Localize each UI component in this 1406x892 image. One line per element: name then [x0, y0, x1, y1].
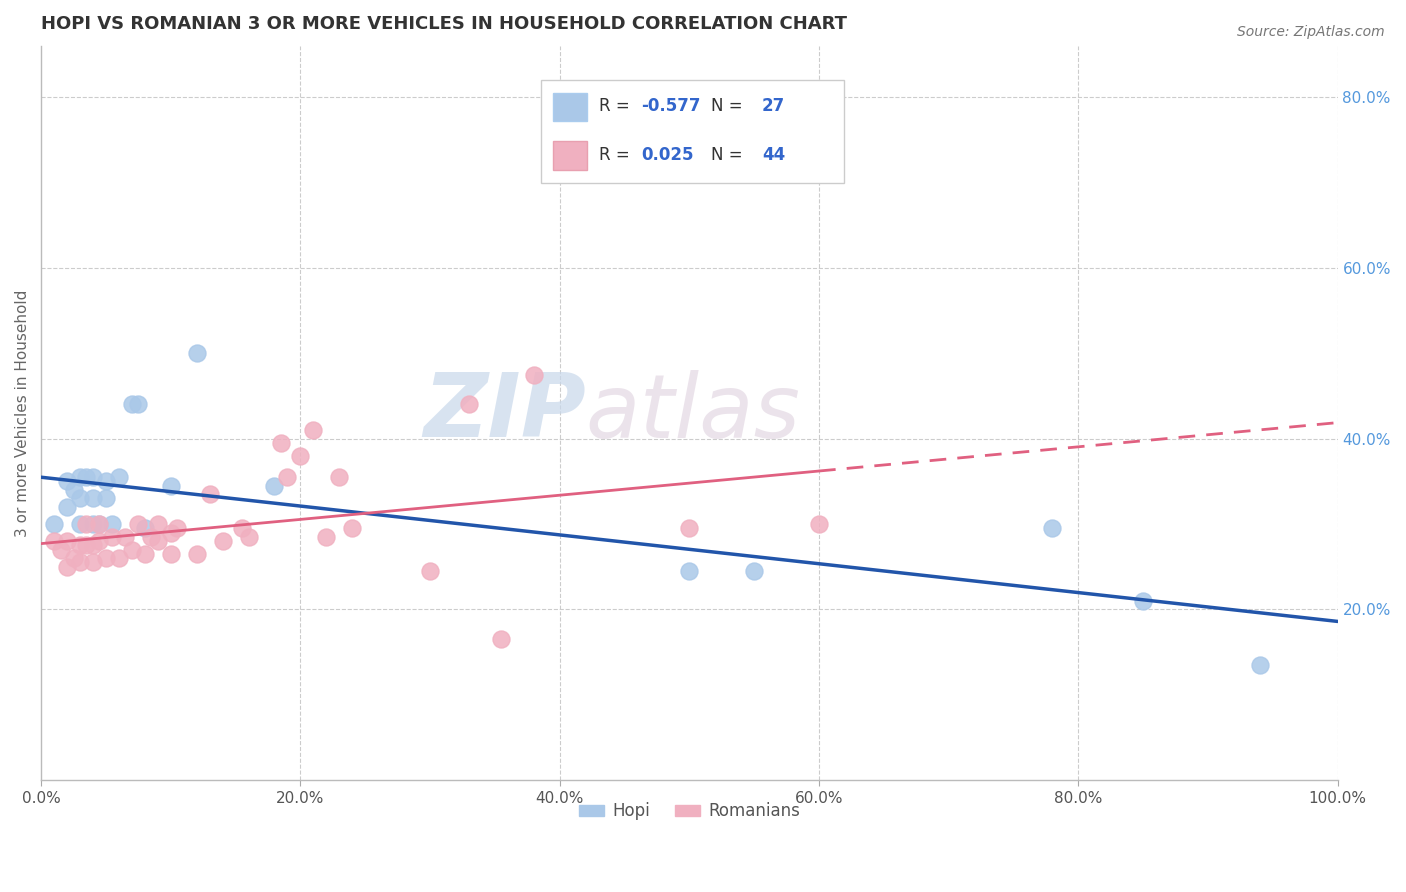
Point — [101, 530, 124, 544]
Point — [69, 556, 91, 570]
Bar — [554, 93, 586, 121]
Legend: Hopi, Romanians: Hopi, Romanians — [572, 796, 807, 827]
Text: 44: 44 — [762, 145, 785, 163]
Point — [82, 470, 104, 484]
Point — [127, 397, 149, 411]
Text: 0.025: 0.025 — [641, 145, 693, 163]
Point — [1132, 594, 1154, 608]
Point — [328, 470, 350, 484]
Point — [263, 478, 285, 492]
Point — [69, 491, 91, 506]
Point — [82, 556, 104, 570]
Point — [315, 530, 337, 544]
Point — [458, 397, 481, 411]
Point — [134, 547, 156, 561]
Point — [146, 534, 169, 549]
Point — [69, 538, 91, 552]
Point — [290, 449, 312, 463]
Point — [166, 521, 188, 535]
Point — [270, 436, 292, 450]
Point — [82, 491, 104, 506]
Point — [342, 521, 364, 535]
Point — [108, 470, 131, 484]
Point — [159, 478, 181, 492]
Point — [678, 564, 700, 578]
Point — [42, 534, 65, 549]
Text: -0.577: -0.577 — [641, 97, 700, 115]
Point — [82, 516, 104, 531]
Point — [94, 475, 117, 489]
Point — [62, 483, 84, 497]
Point — [49, 542, 72, 557]
Point — [186, 346, 208, 360]
Point — [491, 632, 513, 647]
Point — [523, 368, 546, 382]
Point — [134, 521, 156, 535]
Text: ZIP: ZIP — [423, 369, 586, 457]
Bar — [554, 141, 586, 169]
FancyBboxPatch shape — [541, 80, 844, 183]
Point — [69, 516, 91, 531]
Point — [276, 470, 298, 484]
Point — [89, 516, 111, 531]
Point — [108, 551, 131, 566]
Point — [76, 538, 98, 552]
Point — [121, 542, 143, 557]
Text: atlas: atlas — [586, 370, 800, 456]
Point — [159, 525, 181, 540]
Point — [56, 475, 79, 489]
Point — [42, 516, 65, 531]
Point — [69, 470, 91, 484]
Point — [94, 551, 117, 566]
Text: 27: 27 — [762, 97, 785, 115]
Point — [238, 530, 260, 544]
Point — [419, 564, 441, 578]
Point — [89, 534, 111, 549]
Point — [62, 551, 84, 566]
Point — [678, 521, 700, 535]
Point — [121, 397, 143, 411]
Point — [198, 487, 221, 501]
Point — [742, 564, 765, 578]
Point — [101, 516, 124, 531]
Point — [76, 516, 98, 531]
Point — [56, 500, 79, 514]
Point — [114, 530, 136, 544]
Point — [211, 534, 233, 549]
Point — [94, 491, 117, 506]
Point — [56, 559, 79, 574]
Text: Source: ZipAtlas.com: Source: ZipAtlas.com — [1237, 25, 1385, 39]
Point — [127, 516, 149, 531]
Point — [56, 534, 79, 549]
Point — [76, 470, 98, 484]
Point — [186, 547, 208, 561]
Text: N =: N = — [710, 145, 748, 163]
Point — [159, 547, 181, 561]
Point — [1249, 657, 1271, 672]
Text: R =: R = — [599, 145, 634, 163]
Text: HOPI VS ROMANIAN 3 OR MORE VEHICLES IN HOUSEHOLD CORRELATION CHART: HOPI VS ROMANIAN 3 OR MORE VEHICLES IN H… — [41, 15, 846, 33]
Point — [1042, 521, 1064, 535]
Point — [302, 423, 325, 437]
Point — [82, 538, 104, 552]
Y-axis label: 3 or more Vehicles in Household: 3 or more Vehicles in Household — [15, 289, 30, 537]
Point — [808, 516, 831, 531]
Point — [146, 516, 169, 531]
Point — [89, 516, 111, 531]
Text: R =: R = — [599, 97, 634, 115]
Point — [141, 530, 163, 544]
Text: N =: N = — [710, 97, 748, 115]
Point — [231, 521, 253, 535]
